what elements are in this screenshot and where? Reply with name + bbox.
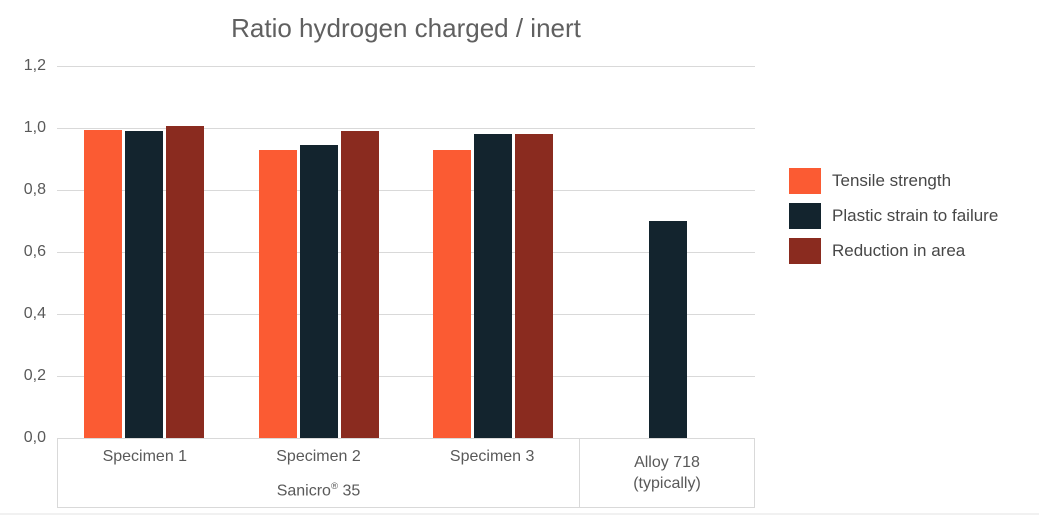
category-label: (typically) xyxy=(633,475,701,492)
category-label: Alloy 718 xyxy=(634,454,700,471)
gridline xyxy=(57,190,755,191)
y-tick-label: 0,2 xyxy=(23,367,46,384)
gridline xyxy=(57,128,755,129)
x-axis: Specimen 1 Specimen 2 Specimen 3 Sanicro… xyxy=(57,438,755,508)
y-tick-label: 1,0 xyxy=(23,119,46,136)
gridline xyxy=(57,314,755,315)
bar-group xyxy=(581,66,756,438)
category-label: Specimen 2 xyxy=(276,447,361,465)
bars-row xyxy=(57,66,755,438)
gridline xyxy=(57,376,755,377)
bar xyxy=(84,129,123,438)
legend-label: Tensile strength xyxy=(832,171,952,190)
bar xyxy=(258,149,297,438)
legend-item: Plastic strain to failure xyxy=(789,203,998,229)
gridline xyxy=(57,66,755,67)
bar-group xyxy=(57,66,232,438)
bar xyxy=(125,131,164,438)
y-tick-label: 0,6 xyxy=(23,243,46,260)
bar xyxy=(648,221,687,438)
y-tick-label: 0,8 xyxy=(23,181,46,198)
category-group-label: Sanicro® 35 xyxy=(276,480,361,500)
bar xyxy=(299,145,338,438)
legend-swatch xyxy=(789,238,821,264)
plot-area xyxy=(57,66,755,438)
bar xyxy=(515,134,554,438)
bar xyxy=(340,131,379,438)
registered-trademark-symbol: ® xyxy=(330,480,339,492)
bar xyxy=(166,126,205,438)
x-axis-group-sanicro: Specimen 1 Specimen 2 Specimen 3 Sanicro… xyxy=(58,439,580,507)
y-axis-labels: 0,0 0,2 0,4 0,6 0,8 1,0 1,2 xyxy=(0,57,46,446)
bar xyxy=(474,134,513,438)
y-tick-label: 1,2 xyxy=(23,57,46,74)
legend-swatch xyxy=(789,203,821,229)
bar-group xyxy=(232,66,407,438)
legend-label: Plastic strain to failure xyxy=(832,206,999,225)
category-label-row: Specimen 1 Specimen 2 Specimen 3 xyxy=(58,439,579,474)
bottom-divider xyxy=(0,513,1039,515)
legend: Tensile strength Plastic strain to failur… xyxy=(789,168,998,273)
legend-label: Reduction in area xyxy=(832,241,966,260)
legend-item: Tensile strength xyxy=(789,168,998,194)
legend-item: Reduction in area xyxy=(789,238,998,264)
gridline xyxy=(57,252,755,253)
bar-group xyxy=(406,66,581,438)
category-label: Specimen 3 xyxy=(449,447,535,465)
legend-swatch xyxy=(789,168,821,194)
y-tick-label: 0,4 xyxy=(23,305,46,322)
y-tick-label: 0,0 xyxy=(23,429,46,446)
bar xyxy=(433,149,472,438)
x-axis-group-alloy718: Alloy 718 (typically) xyxy=(580,439,754,507)
chart-title: Ratio hydrogen charged / inert xyxy=(231,13,581,43)
category-label: Specimen 1 xyxy=(102,447,188,465)
